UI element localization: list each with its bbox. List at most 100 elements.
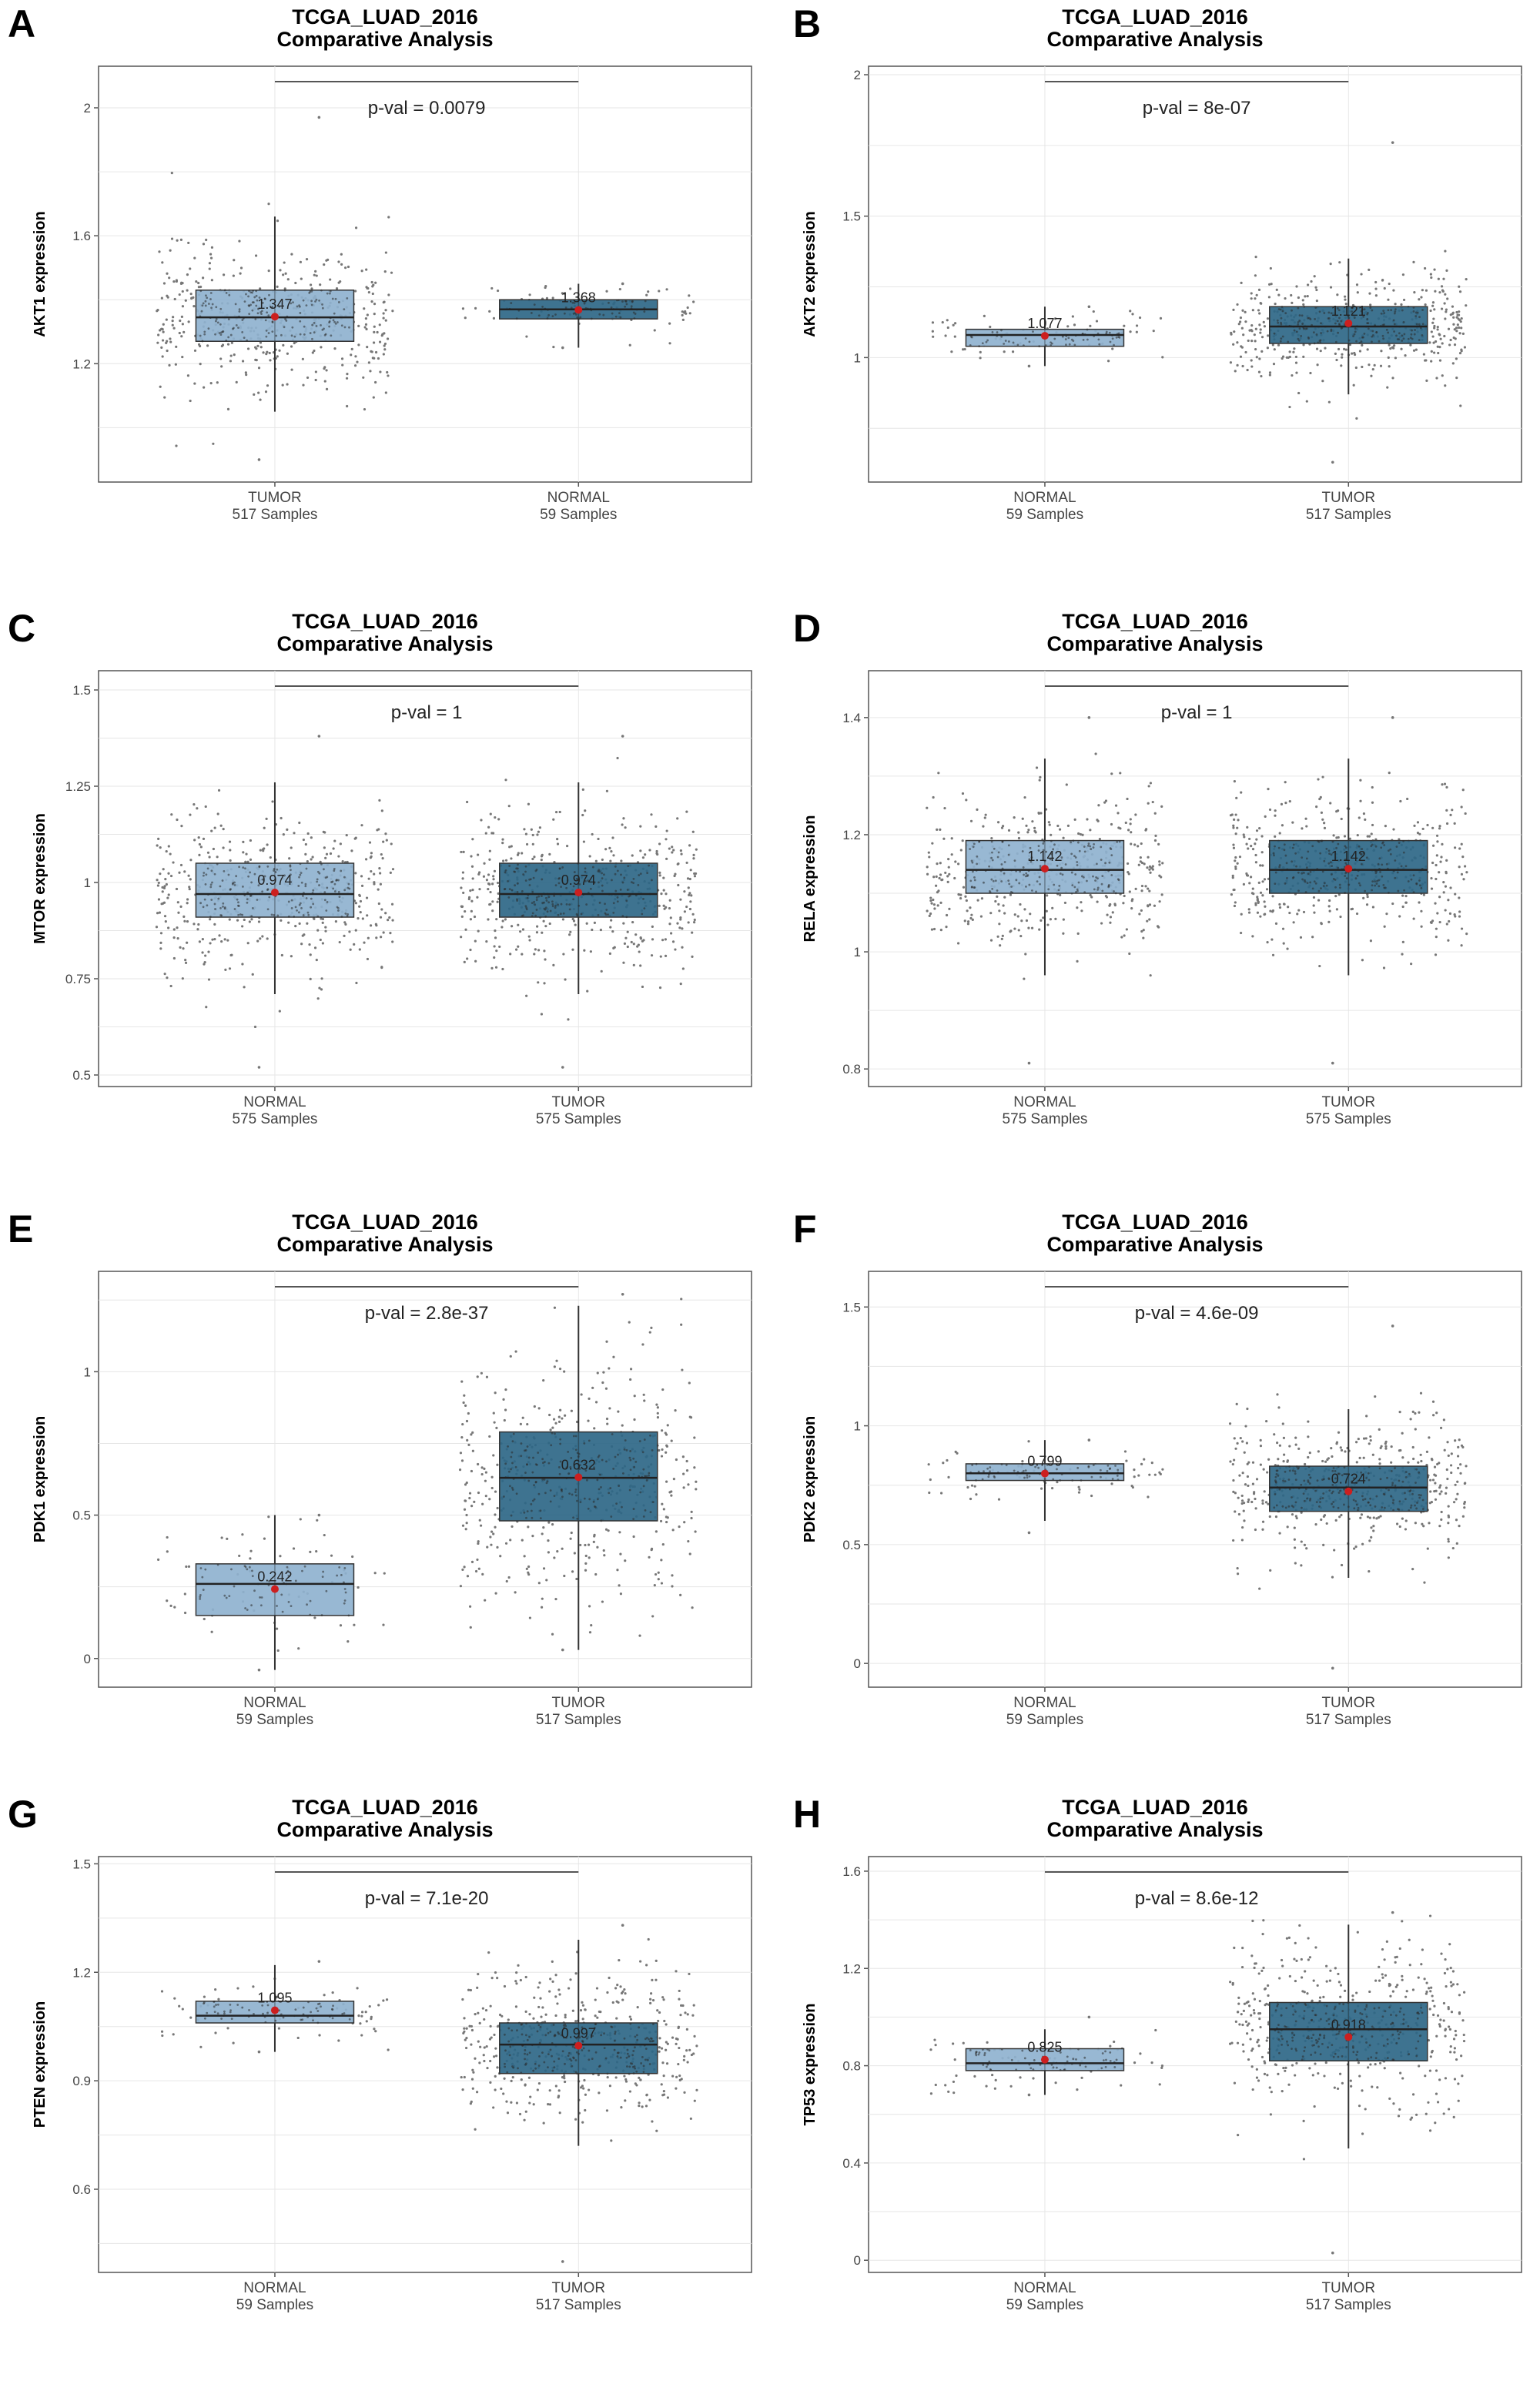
data-point [477,1542,479,1545]
data-point [1312,887,1314,889]
data-point [505,869,507,872]
data-point [249,1557,251,1559]
data-point [541,859,543,861]
data-point [683,890,685,892]
data-point [690,869,692,871]
data-point [1434,290,1436,293]
data-point [1136,324,1138,327]
data-point [293,832,295,834]
data-point [466,1522,468,1524]
data-point [343,876,346,879]
data-point [613,902,615,904]
data-point [366,914,368,916]
data-point [1319,341,1321,343]
data-point [494,936,497,939]
data-point [259,849,262,852]
data-point [979,351,982,353]
data-point [247,295,249,297]
data-point [1409,1418,1411,1420]
data-point [598,870,601,872]
data-point [299,874,301,876]
data-point [622,817,624,819]
data-point [940,1492,942,1494]
data-point [541,1532,544,1535]
data-point [1038,812,1040,815]
data-point [299,904,301,906]
data-point [485,832,487,835]
data-point [514,871,516,873]
data-point [1304,295,1306,297]
data-point [651,938,654,940]
x-sample-count: 59 Samples [236,1712,313,1728]
data-point [467,1444,470,1446]
data-point [205,239,207,241]
data-point [524,1555,526,1557]
data-point [170,985,172,987]
data-point [1400,348,1402,350]
data-point [203,838,205,840]
data-point [168,893,170,896]
data-point [1258,827,1260,829]
y-tick-label: 1.25 [65,779,91,794]
data-point [224,908,226,910]
data-point [366,346,368,348]
data-point [230,354,233,357]
data-point [169,341,172,343]
data-point [255,347,257,350]
data-point [291,899,293,902]
data-point [1003,872,1006,875]
data-point [461,1423,464,1425]
data-point [242,866,244,869]
data-point [1031,820,1033,822]
data-point [946,914,948,916]
data-point [184,959,186,961]
data-point [166,883,168,886]
data-point [943,807,946,809]
data-point [561,347,564,350]
data-point [1256,1478,1258,1480]
data-point [594,922,596,924]
data-point [464,316,467,319]
data-point [534,1405,536,1408]
data-point [591,1387,594,1389]
data-point [634,1395,636,1397]
data-point [1301,872,1303,875]
data-point [1120,936,1123,938]
data-point [1359,779,1361,782]
data-point [1147,1495,1149,1498]
data-point [159,947,162,949]
data-point [646,872,648,874]
data-point [1306,400,1308,403]
data-point [600,1519,602,1522]
data-point [926,866,929,868]
data-point [235,303,237,306]
data-point [1447,899,1449,901]
data-point [612,1468,614,1470]
data-point [524,871,527,873]
data-point [1038,345,1040,347]
data-point [1323,1515,1325,1518]
data-point [1153,905,1156,907]
y-tick-label: 0.5 [72,1509,91,1523]
data-point [1236,364,1238,367]
data-point [207,868,209,870]
data-point [1252,309,1254,311]
data-point [209,298,212,300]
data-point [241,914,243,916]
data-point [1462,333,1465,335]
data-point [1019,870,1021,872]
data-point [627,931,629,933]
data-point [1157,926,1160,928]
data-point [996,331,999,333]
data-point [1243,833,1245,836]
data-point [555,884,557,886]
data-point [951,837,953,839]
data-point [615,1502,618,1505]
data-point [622,922,624,924]
data-point [1304,818,1307,820]
data-point [477,1540,480,1542]
mean-label: 1.077 [1027,316,1062,331]
data-point [1014,859,1016,862]
data-point [348,327,350,329]
data-point [1336,293,1338,296]
